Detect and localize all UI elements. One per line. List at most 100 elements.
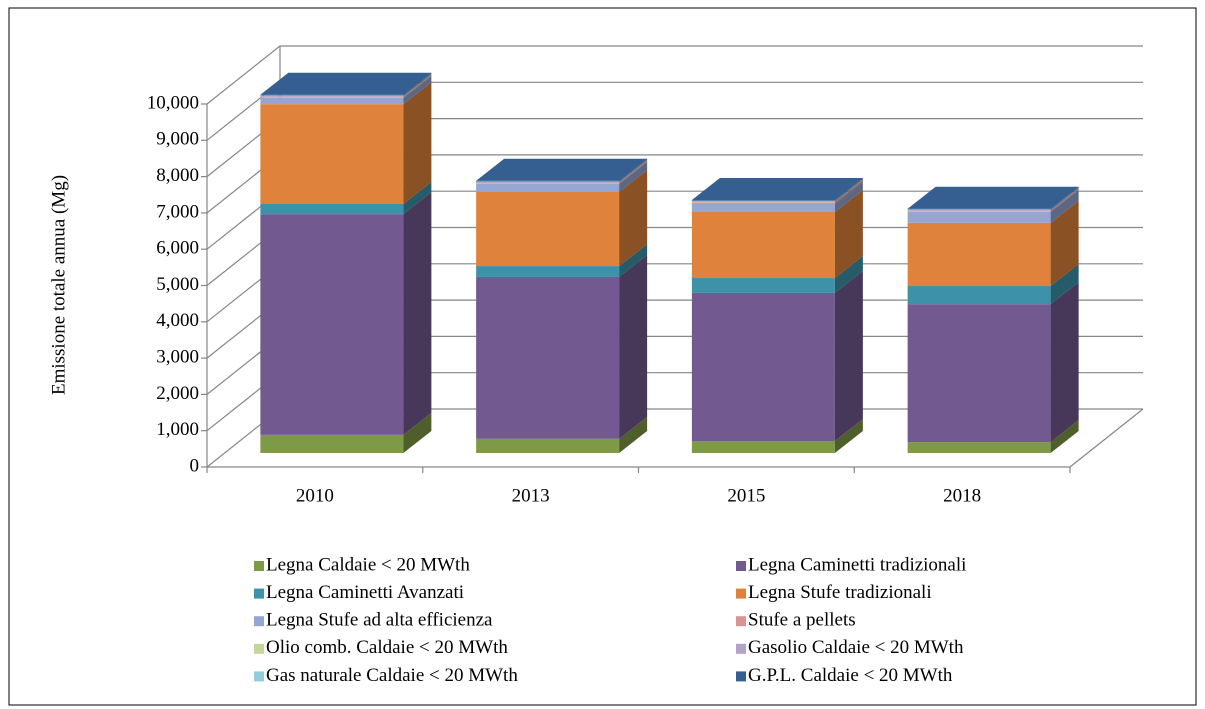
bar-segment xyxy=(260,95,404,97)
y-tick-label: 7,000 xyxy=(156,201,199,222)
bar-side xyxy=(834,179,863,203)
bar-segment xyxy=(476,183,620,185)
bar-side xyxy=(619,162,648,193)
bar-side xyxy=(403,72,432,96)
bar-segment xyxy=(907,211,1051,212)
legend-label: Legna Caminetti Avanzati xyxy=(266,582,464,603)
bar-segment xyxy=(476,180,620,182)
legend-label: Legna Caminetti tradizionali xyxy=(748,554,966,575)
legend-label: Legna Stufe ad alta efficienza xyxy=(266,610,493,631)
y-tick-label: 6,000 xyxy=(156,238,199,259)
legend-swatch xyxy=(736,671,746,682)
x-tick-label: 2013 xyxy=(512,485,550,506)
bar-segment xyxy=(260,97,404,98)
bar-side xyxy=(834,181,863,212)
bar-side xyxy=(403,82,432,204)
bar-side xyxy=(1050,186,1079,210)
bar-side xyxy=(1050,189,1079,223)
bar-side xyxy=(403,75,432,105)
bar-segment xyxy=(476,192,620,267)
bar-segment xyxy=(907,211,1051,223)
bar-side xyxy=(834,189,863,279)
bar-side xyxy=(619,159,648,182)
bar-segment xyxy=(476,266,620,277)
y-tick-label: 0 xyxy=(190,455,200,476)
bar-segment xyxy=(907,209,1051,211)
bar-side xyxy=(834,177,863,201)
bar-segment xyxy=(691,292,835,442)
bar-segment xyxy=(260,104,404,204)
legend-swatch xyxy=(254,561,264,571)
bar-side xyxy=(619,160,648,184)
legend-label: Gas naturale Caldaie < 20 MWth xyxy=(266,665,518,686)
bar-side xyxy=(403,74,432,98)
bar-side xyxy=(1050,187,1079,211)
bar-top xyxy=(907,186,1079,209)
y-tick-label: 5,000 xyxy=(156,274,199,295)
bar-segment xyxy=(691,201,835,203)
bar-segment xyxy=(691,199,835,201)
bar-segment xyxy=(691,203,835,212)
bar-side xyxy=(403,75,432,98)
bar-side xyxy=(1050,282,1079,443)
bar-side xyxy=(403,192,432,435)
bar-side xyxy=(834,419,863,453)
legend-swatch xyxy=(736,561,746,571)
x-tick-label: 2018 xyxy=(943,485,981,506)
y-tick-label: 1,000 xyxy=(156,419,199,440)
bar-side xyxy=(834,180,863,203)
bar-side xyxy=(403,181,432,215)
bar-side xyxy=(1050,188,1079,212)
legend-label: G.P.L. Caldaie < 20 MWth xyxy=(748,665,953,686)
y-tick-label: 3,000 xyxy=(156,346,199,367)
y-tick-label: 2,000 xyxy=(156,383,199,404)
bar-side xyxy=(403,412,432,453)
legend-swatch xyxy=(736,643,746,654)
bar-segment xyxy=(260,214,404,435)
y-tick-label: 9,000 xyxy=(156,129,199,150)
grid-line xyxy=(206,45,1143,105)
legend-label: Legna Caldaie < 20 MWth xyxy=(266,554,470,575)
bar-segment xyxy=(691,211,835,279)
bar-segment xyxy=(691,441,835,453)
bar-side xyxy=(619,416,648,453)
bar-segment xyxy=(260,97,404,105)
bar-side xyxy=(403,73,432,97)
floor-edge xyxy=(1069,408,1144,468)
bar-segment xyxy=(907,442,1051,453)
legend-swatch xyxy=(736,616,746,627)
legend-swatch xyxy=(254,643,264,654)
bar-side xyxy=(834,180,863,204)
bar-segment xyxy=(476,438,620,453)
bar-segment xyxy=(476,181,620,183)
legend-label: Legna Stufe tradizionali xyxy=(748,582,932,603)
bar-side xyxy=(1050,264,1079,305)
x-tick-label: 2010 xyxy=(296,485,334,506)
bar-side xyxy=(1050,189,1079,212)
bar-side xyxy=(1050,187,1079,210)
bar-segment xyxy=(907,304,1051,443)
bar-side xyxy=(619,254,648,439)
bar-side xyxy=(403,73,432,96)
legend-swatch xyxy=(736,588,746,599)
bar-top xyxy=(691,177,863,200)
bar-segment xyxy=(260,94,404,96)
bar-segment xyxy=(691,278,835,293)
bar-side xyxy=(619,170,648,267)
bar-side xyxy=(834,270,863,442)
bar-segment xyxy=(476,276,620,439)
legend-label: Olio comb. Caldaie < 20 MWth xyxy=(266,637,508,658)
bar-segment xyxy=(907,222,1051,287)
bar-side xyxy=(1050,200,1079,287)
legend-swatch xyxy=(254,616,264,627)
bar-segment xyxy=(260,203,404,215)
bar-side xyxy=(619,244,648,277)
bar-segment xyxy=(907,286,1051,305)
y-tick-label: 4,000 xyxy=(156,310,199,331)
bar-segment xyxy=(260,434,404,453)
y-tick-label: 10,000 xyxy=(147,92,199,113)
bar-side xyxy=(834,178,863,202)
bar-side xyxy=(1050,420,1079,453)
legend-swatch xyxy=(254,671,264,682)
